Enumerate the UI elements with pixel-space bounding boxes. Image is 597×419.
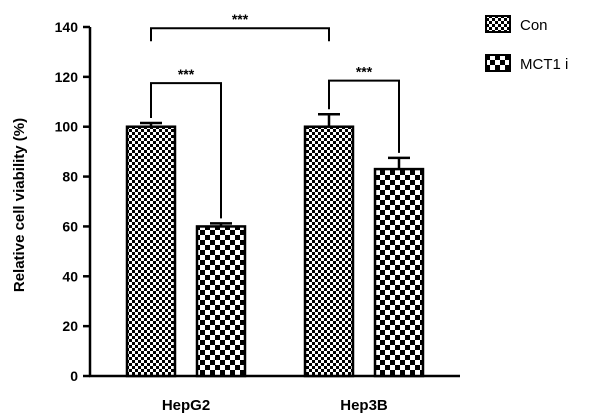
- y-tick-label: 120: [55, 69, 79, 85]
- y-tick-label: 140: [55, 19, 79, 35]
- y-tick-label: 60: [62, 218, 78, 234]
- y-tick-label: 100: [55, 119, 79, 135]
- legend: Con MCT1 i: [485, 15, 568, 73]
- x-category-label: HepG2: [162, 397, 210, 414]
- bar-con-hepg2: [125, 125, 177, 378]
- significance-bracket: [150, 82, 222, 219]
- y-tick-label: 20: [62, 318, 78, 334]
- legend-swatch: [485, 15, 511, 33]
- legend-label: Con: [520, 17, 548, 34]
- significance-label: ***: [356, 64, 373, 80]
- significance-label: ***: [232, 11, 249, 27]
- legend-label: MCT1 i: [520, 56, 568, 73]
- y-tick-label: 80: [62, 169, 78, 185]
- y-axis-label: Relative cell viability (%): [11, 118, 28, 292]
- legend-swatch: [485, 54, 511, 72]
- significance-bracket: [150, 27, 330, 42]
- bar-con-hep3b: [303, 125, 355, 378]
- significance-label: ***: [178, 66, 195, 82]
- significance-brackets: *** *** ***: [150, 11, 400, 219]
- x-category-label: Hep3B: [340, 397, 388, 414]
- bar-mct1-i-hepg2: [195, 225, 247, 378]
- bars: [125, 125, 425, 378]
- error-bars: [140, 113, 410, 227]
- significance-bracket: [328, 79, 400, 153]
- y-tick-label: 0: [70, 368, 78, 384]
- bar-mct1-i-hep3b: [373, 167, 425, 378]
- y-tick-label: 40: [62, 268, 78, 284]
